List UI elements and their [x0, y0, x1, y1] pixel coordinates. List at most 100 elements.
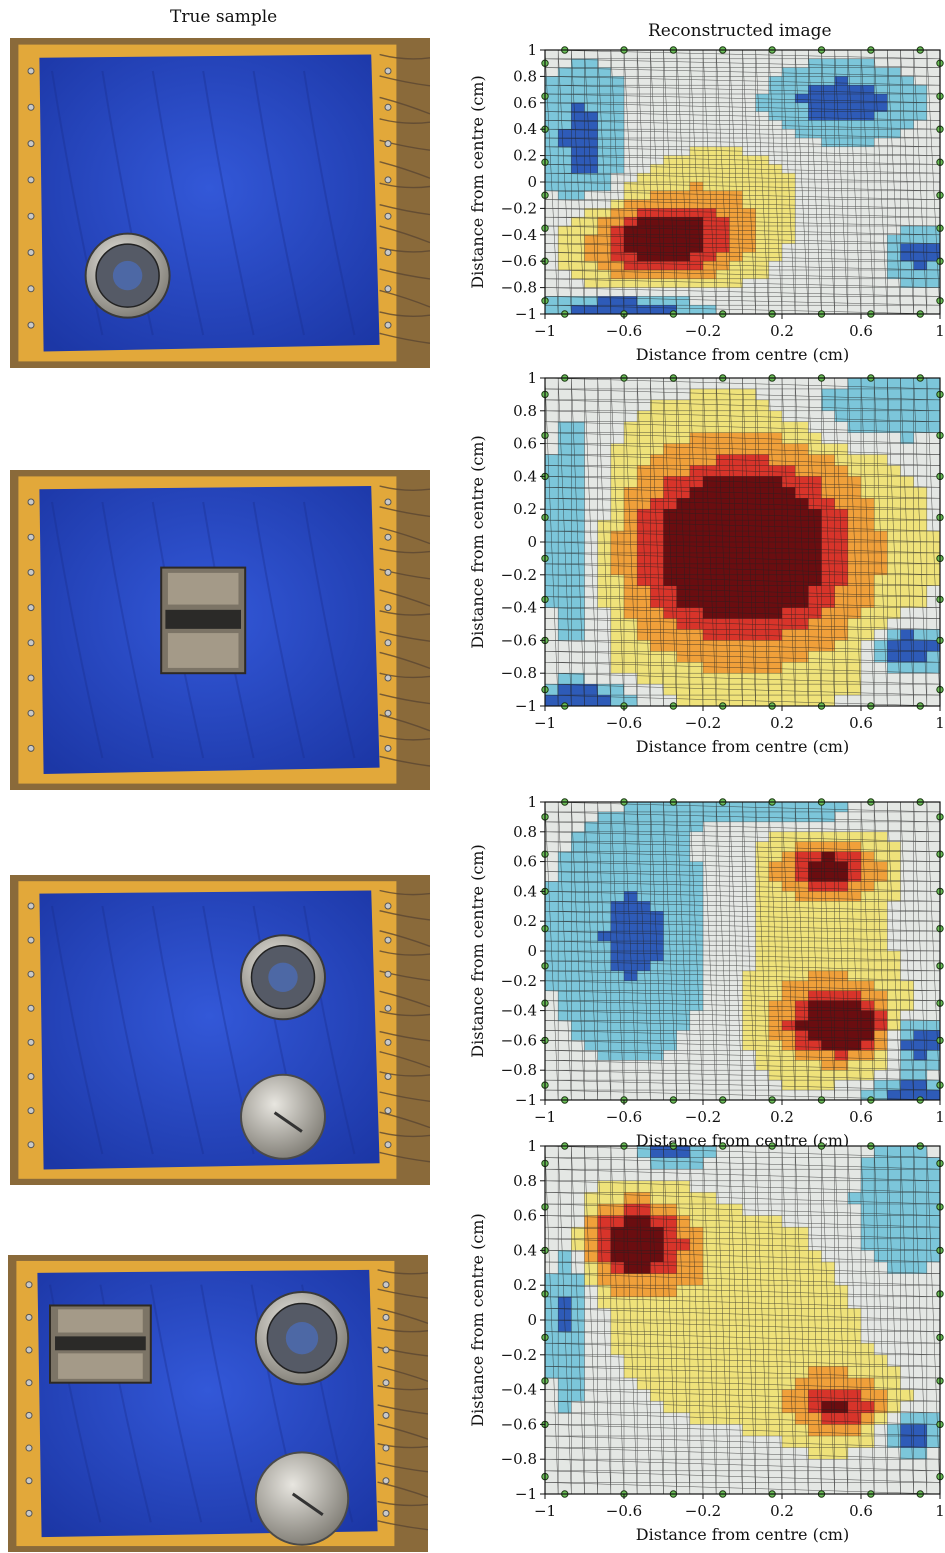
heatmap-cell — [808, 980, 822, 992]
heatmap-cell — [834, 1204, 849, 1217]
mesh-diagonal — [584, 801, 598, 1101]
heatmap-cell — [861, 305, 875, 315]
y-tick-label: 1 — [527, 41, 537, 59]
heatmap-cell — [610, 465, 625, 477]
heatmap-cell — [729, 1204, 743, 1217]
heatmap-cell — [782, 1146, 796, 1159]
heatmap-cell — [689, 1447, 704, 1460]
heatmap-cell — [584, 911, 599, 922]
y-tick-label: −0.8 — [501, 1061, 537, 1079]
heatmap-cell — [545, 1354, 559, 1367]
heatmap-cell — [676, 673, 691, 685]
heatmap-cell — [650, 155, 664, 165]
heatmap-cell — [663, 1436, 678, 1449]
heatmap-cell — [571, 891, 585, 902]
heatmap-cell — [861, 199, 875, 209]
heatmap-cell — [637, 585, 651, 598]
heatmap-cell — [755, 1169, 770, 1182]
heatmap-cell — [755, 1020, 770, 1031]
heatmap-cell — [716, 629, 730, 641]
heatmap-cell — [676, 596, 691, 609]
mesh-diagonal — [544, 1424, 941, 1437]
heatmap-cell — [861, 111, 875, 121]
heatmap-cell — [650, 1060, 664, 1071]
heatmap-cell — [795, 1308, 809, 1321]
heatmap-cell — [716, 520, 730, 532]
heatmap-cell — [729, 421, 743, 434]
heatmap-cell — [874, 1412, 888, 1425]
heatmap-cell — [874, 1366, 888, 1379]
heatmap-cell — [545, 58, 559, 69]
heatmap-cell — [900, 531, 915, 543]
heatmap-cell — [650, 120, 664, 130]
mesh-diagonal — [860, 1145, 875, 1495]
heatmap-cell — [808, 261, 822, 271]
heatmap-cell — [874, 1285, 888, 1298]
heatmap-cell — [729, 1040, 743, 1051]
heatmap-cell — [558, 574, 572, 587]
heatmap-cell — [926, 102, 941, 113]
mesh-diagonal — [650, 801, 664, 1101]
heatmap-cell — [610, 270, 625, 280]
heatmap-cell — [558, 811, 572, 823]
heatmap-cell — [610, 378, 625, 390]
heatmap-cell — [887, 1389, 901, 1402]
heatmap-cell — [689, 208, 704, 218]
heatmap-cell — [637, 911, 651, 922]
heatmap-cell — [597, 821, 612, 833]
heatmap-cell — [558, 432, 572, 445]
heatmap-cell — [624, 891, 638, 902]
heatmap-cell — [821, 861, 836, 873]
heatmap-cell — [874, 1227, 888, 1240]
heatmap-cell — [584, 155, 599, 165]
heatmap-cell — [861, 1060, 875, 1071]
heatmap-cell — [782, 931, 796, 942]
heatmap-cell — [676, 173, 691, 183]
heatmap-cell — [795, 85, 809, 95]
heatmap-cell — [900, 662, 915, 674]
heatmap-cell — [795, 476, 809, 488]
mesh-diagonal — [702, 377, 717, 707]
heatmap-cell — [755, 1050, 770, 1061]
heatmap-cell — [900, 1169, 915, 1182]
heatmap-cell — [689, 1436, 704, 1449]
heatmap-cell — [676, 1080, 691, 1091]
heatmap-cell — [610, 399, 625, 412]
heatmap-cell — [624, 1378, 638, 1391]
heatmap-cell — [821, 129, 836, 139]
heatmap-cell — [926, 226, 941, 236]
heatmap-cell — [689, 234, 704, 245]
heatmap-cell — [689, 640, 704, 652]
electrode-clip — [382, 1346, 390, 1354]
mesh-diagonal — [544, 1040, 941, 1051]
electrode-clip — [384, 1073, 392, 1080]
heatmap-cell — [900, 296, 915, 306]
heatmap-cell — [597, 629, 612, 641]
heatmap-cell — [795, 851, 809, 863]
heatmap-cell — [808, 841, 822, 853]
heatmap-cell — [913, 861, 928, 873]
heatmap-cell — [624, 465, 638, 477]
heatmap-cell — [624, 146, 638, 157]
heatmap-cell — [729, 1250, 743, 1263]
heatmap-cell — [650, 138, 664, 148]
heatmap-cell — [795, 520, 809, 532]
heatmap-cell — [900, 596, 915, 609]
mesh-diagonal — [781, 1145, 796, 1495]
heatmap-cell — [624, 520, 638, 532]
heatmap-cell — [926, 129, 941, 139]
heatmap-cell — [663, 1060, 678, 1071]
heatmap-cell — [847, 970, 862, 982]
heatmap-cell — [558, 891, 572, 902]
heatmap-cell — [545, 1424, 559, 1437]
heatmap-cell — [571, 199, 585, 209]
heatmap-cell — [663, 901, 678, 912]
heatmap-cell — [703, 1227, 717, 1240]
heatmap-cell — [545, 1250, 559, 1263]
heatmap-cell — [861, 596, 875, 609]
heatmap-canvas: 10.80.60.40.20−0.2−0.4−0.6−0.8−1−1 −0.6 −0… — [468, 1137, 945, 1544]
mesh-diagonal — [544, 199, 941, 209]
heatmap-cell — [624, 1040, 638, 1051]
heatmap-cell — [545, 1080, 559, 1091]
heatmap-cell — [808, 1192, 822, 1205]
